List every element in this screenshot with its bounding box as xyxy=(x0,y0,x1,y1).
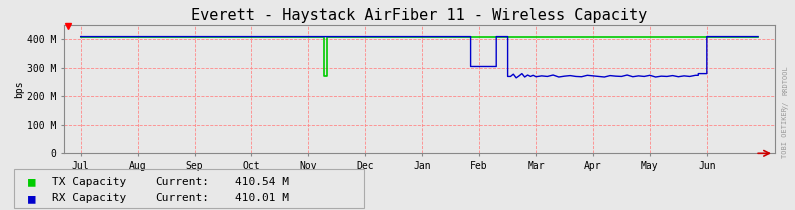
Text: TX Capacity: TX Capacity xyxy=(52,177,126,187)
Text: TOBI OETIKER: TOBI OETIKER xyxy=(782,107,789,158)
Text: Current:: Current: xyxy=(155,193,209,203)
Text: Current:: Current: xyxy=(155,177,209,187)
Title: Everett - Haystack AirFiber 11 - Wireless Capacity: Everett - Haystack AirFiber 11 - Wireles… xyxy=(192,8,647,23)
Text: ■: ■ xyxy=(28,192,35,205)
Text: 410.54 M: 410.54 M xyxy=(235,177,289,187)
Text: RRDTOOL: RRDTOOL xyxy=(782,65,789,95)
Text: ■: ■ xyxy=(28,175,35,188)
Text: 410.01 M: 410.01 M xyxy=(235,193,289,203)
Y-axis label: bps: bps xyxy=(14,80,24,98)
Text: RX Capacity: RX Capacity xyxy=(52,193,126,203)
Text: //: // xyxy=(782,101,789,109)
